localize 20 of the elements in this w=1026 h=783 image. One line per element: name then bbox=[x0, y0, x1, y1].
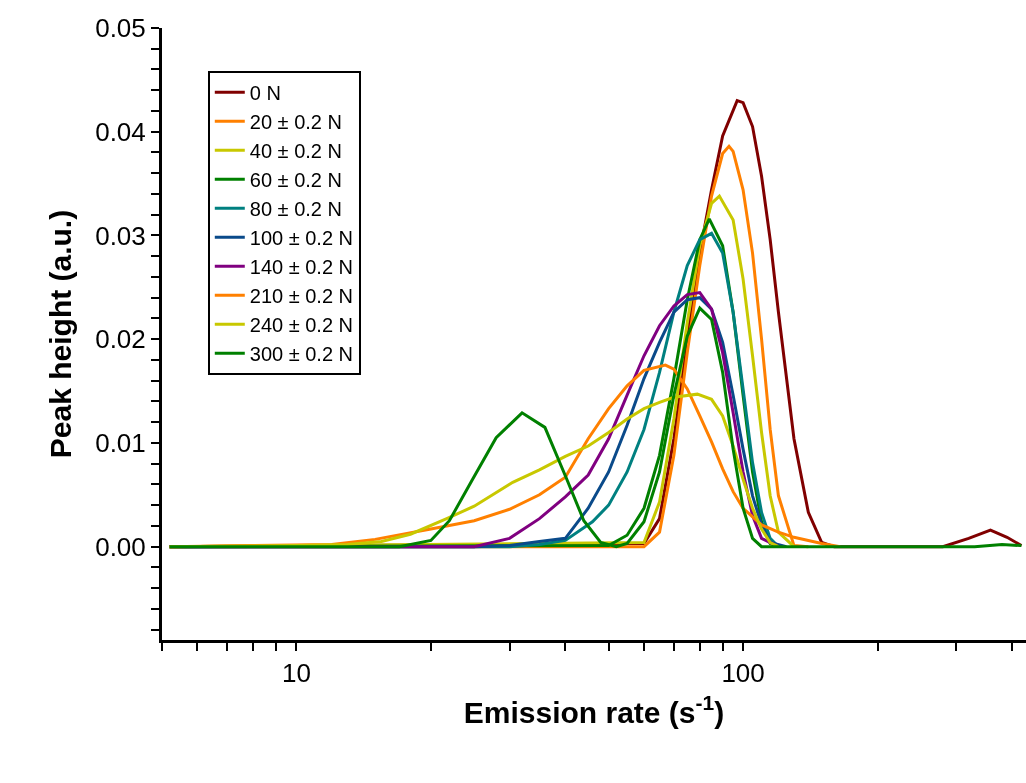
legend-label: 140 ± 0.2 N bbox=[249, 256, 354, 279]
legend-label: 20 ± 0.2 N bbox=[249, 111, 342, 134]
legend-label: 240 ± 0.2 N bbox=[249, 314, 354, 337]
y-tick-label: 0.01 bbox=[95, 428, 146, 459]
y-tick-label: 0.00 bbox=[95, 531, 146, 562]
y-tick-label: 0.05 bbox=[95, 13, 146, 44]
legend-label: 100 ± 0.2 N bbox=[249, 227, 354, 250]
legend-label: 300 ± 0.2 N bbox=[249, 343, 354, 366]
legend-label: 0 N bbox=[249, 82, 281, 105]
legend-label: 210 ± 0.2 N bbox=[249, 285, 354, 308]
legend-label: 60 ± 0.2 N bbox=[249, 169, 342, 192]
x-tick-label: 10 bbox=[281, 658, 311, 689]
x-tick-label: 100 bbox=[721, 658, 765, 689]
y-tick-label: 0.03 bbox=[95, 220, 146, 251]
y-tick-label: 0.02 bbox=[95, 324, 146, 355]
y-tick-label: 0.04 bbox=[95, 116, 146, 147]
legend-label: 40 ± 0.2 N bbox=[249, 140, 342, 163]
y-axis-title: Peak height (a.u.) bbox=[44, 209, 78, 459]
legend-label: 80 ± 0.2 N bbox=[249, 198, 342, 221]
x-axis-title: Emission rate (s$^{-1}$) bbox=[463, 691, 725, 729]
